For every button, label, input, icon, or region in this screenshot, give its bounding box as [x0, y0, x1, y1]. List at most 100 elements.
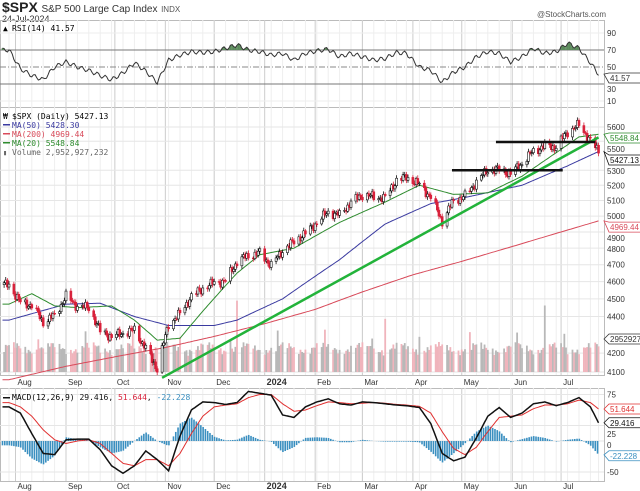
volume-bar	[270, 347, 273, 372]
rsi-legend-text: RSI(14) 41.57	[12, 24, 75, 33]
macd-histogram-bar	[47, 441, 49, 461]
volume-bar	[35, 349, 38, 372]
macd-histogram-bar	[400, 441, 403, 442]
macd-histogram-bar	[350, 441, 353, 443]
candle-body	[229, 267, 232, 282]
macd-histogram-bar	[172, 436, 175, 441]
volume-bar	[12, 342, 15, 372]
macd-histogram-bar	[1, 441, 4, 446]
volume-bar	[395, 342, 398, 372]
macd-histogram-bar	[316, 437, 318, 441]
annotations	[161, 136, 600, 379]
macd-histogram-bar	[325, 437, 328, 441]
volume-bar	[293, 347, 295, 372]
volume-bar	[525, 345, 528, 372]
candle-body	[597, 144, 600, 154]
volume-bar	[493, 354, 496, 372]
hist-value: -22.228	[157, 393, 191, 402]
candle-body	[30, 304, 34, 309]
volume-bar	[206, 344, 209, 372]
volume-bar	[156, 349, 159, 372]
price-legend-text: $SPX (Daily) 5427.13	[12, 112, 109, 121]
volume-bar	[423, 350, 426, 372]
volume-bar	[539, 353, 541, 372]
volume-bar	[229, 339, 232, 372]
macd-histogram-bar	[539, 437, 542, 441]
x-tick-label-macd: Oct	[117, 482, 130, 491]
volume-bar	[390, 348, 393, 372]
volume-bar	[320, 347, 323, 372]
volume-bar	[506, 346, 509, 372]
candle-body	[188, 299, 192, 307]
x-tick-label-macd: Nov	[167, 482, 181, 491]
volume-bar	[495, 350, 497, 372]
volume-bar	[379, 352, 382, 372]
signal-tag-label: 51.644	[610, 405, 635, 414]
macd-histogram-bar	[168, 441, 170, 446]
volume-bar	[81, 346, 84, 372]
candle-body	[538, 149, 542, 154]
volume-bar	[343, 353, 346, 372]
volume-bar	[138, 346, 141, 372]
volume-bar	[175, 350, 178, 372]
volume-bar	[39, 348, 41, 372]
macd-histogram-bar	[314, 437, 316, 441]
macd-tick-label: 0	[607, 441, 612, 450]
volume-bar	[441, 344, 444, 372]
macd-histogram-bar	[343, 441, 346, 443]
volume-bar	[257, 349, 260, 372]
macd-histogram-bar	[243, 436, 245, 441]
rsi-tick-label: 70	[607, 46, 616, 55]
macd-histogram-bar	[245, 435, 248, 441]
macd-histogram-bar	[284, 441, 287, 452]
macd-histogram-bar	[252, 436, 255, 441]
volume-bar	[382, 355, 385, 372]
axes: Aug Aug Sep Sep Oct Oct Nov Nov Dec Dec 2024 2024 Fe…	[18, 29, 626, 491]
macd-histogram-bar	[54, 441, 56, 456]
macd-histogram-bar	[428, 441, 430, 450]
volume-bar	[179, 337, 181, 372]
volume-bar	[6, 345, 9, 372]
volume-bar	[130, 345, 133, 372]
macd-histogram-bar	[341, 441, 344, 443]
candle-body	[61, 303, 65, 305]
volume-bar	[486, 349, 489, 372]
candle-body	[462, 196, 465, 200]
volume-bar	[115, 349, 118, 372]
volume-bar	[552, 344, 554, 372]
volume-bar	[540, 349, 543, 372]
macd-histogram-bar	[430, 441, 432, 452]
macd-histogram-bar	[562, 440, 565, 441]
x-tick-label: Aug	[18, 378, 32, 387]
macd-histogram-bar	[480, 429, 483, 441]
volume-bar	[542, 347, 545, 372]
candle-body	[325, 213, 328, 216]
macd-histogram-bar	[195, 421, 198, 441]
volume-bar	[529, 349, 532, 372]
macd-histogram-bar	[29, 441, 31, 457]
volume-bar	[574, 352, 577, 372]
macd-histogram-bar	[309, 437, 312, 441]
macd-histogram-bar	[596, 441, 599, 454]
volume-bar	[141, 352, 144, 372]
volume-bar	[268, 350, 271, 372]
volume-bar	[3, 352, 6, 372]
volume-bar	[232, 351, 235, 372]
price-tag-label: 5427.13	[610, 156, 639, 165]
candle-body	[359, 194, 363, 198]
macd-histogram-bar	[491, 427, 494, 441]
volume-bar	[96, 346, 98, 372]
volume-bar	[322, 342, 325, 372]
macd-histogram-bar	[532, 436, 535, 441]
volume-bar	[426, 347, 429, 372]
volume-bar	[143, 349, 146, 372]
volume-bar	[428, 349, 431, 372]
volume-bar	[94, 345, 97, 372]
volume-bar	[185, 350, 188, 372]
volume-bar	[172, 344, 175, 372]
volume-bar	[429, 345, 432, 372]
macd-histogram-bar	[589, 441, 592, 446]
volume-bar	[389, 349, 391, 372]
candle-body	[37, 307, 40, 313]
